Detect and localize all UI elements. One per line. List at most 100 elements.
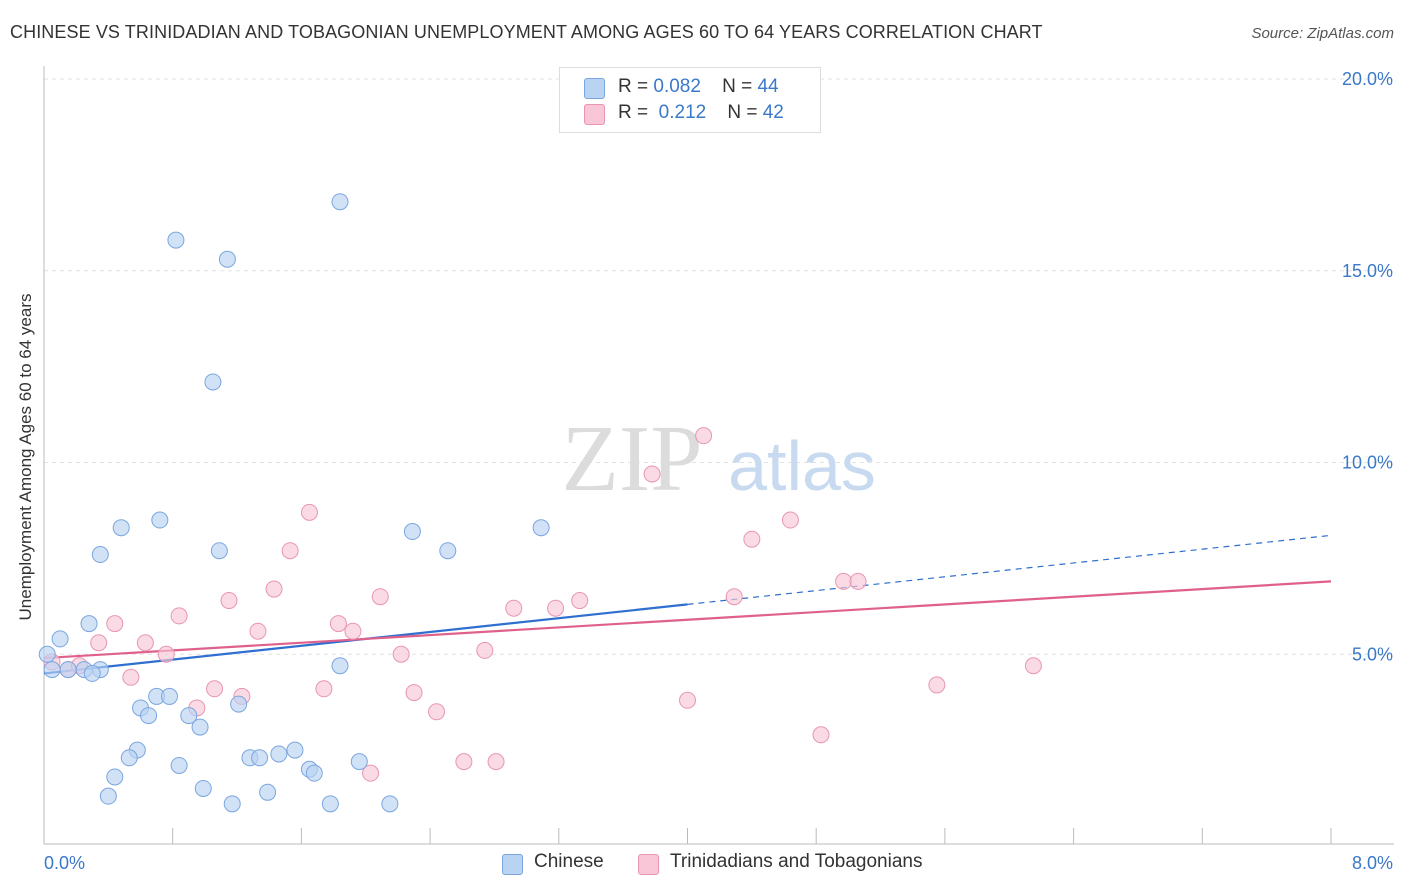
trinidadian-point [835, 572, 853, 590]
trinidadian-point [679, 691, 696, 709]
chinese-point [439, 542, 457, 560]
y-tick-label: 10.0% [1342, 453, 1393, 473]
chinese-point [230, 695, 248, 713]
chinese-point [251, 749, 269, 767]
chinese-point [180, 707, 198, 725]
chinese-point [140, 707, 158, 725]
trinidadian-point [106, 615, 124, 633]
chinese-point [160, 687, 178, 705]
trinidadian-point [505, 599, 523, 617]
chinese-point [331, 193, 349, 211]
chart-title: CHINESE VS TRINIDADIAN AND TOBAGONIAN UN… [10, 22, 1043, 42]
r-value: 0.082 [653, 76, 701, 97]
r-label: R = [618, 102, 649, 123]
trinidadian-swatch [584, 104, 605, 125]
trinidadian-point [547, 599, 565, 617]
watermark-atlas: atlas [728, 427, 876, 505]
chinese-point [59, 661, 77, 679]
chinese-point [270, 745, 288, 763]
chinese-point [43, 661, 61, 679]
trinidadian-point [362, 764, 380, 782]
trinidadian-point [122, 668, 140, 686]
trinidadian-point [329, 615, 347, 633]
trinidadian-point [344, 622, 362, 640]
y-axis-title: Unemployment Among Ages 60 to 64 years [16, 293, 35, 621]
trinidadian-point [571, 592, 589, 610]
chinese-point [218, 250, 236, 268]
trinidadian-trend-line [43, 580, 1332, 660]
trinidadian-point [90, 634, 108, 652]
stats-text-trinidadian: R = 0.212 N = 42 [618, 102, 784, 124]
r-value: 0.212 [658, 102, 707, 123]
trinidadian-point [643, 465, 661, 483]
chinese-point [120, 749, 138, 767]
r-label: R = [618, 76, 649, 97]
chinese-legend-swatch [502, 854, 523, 875]
chinese-point [170, 756, 188, 774]
trinidadian-point [487, 753, 505, 771]
chinese-point [38, 645, 56, 663]
chinese-point [167, 231, 185, 249]
trinidadian-legend-label: Trinidadians and Tobagonians [670, 851, 923, 872]
trinidadian-point [315, 680, 333, 698]
chinese-legend-label: Chinese [534, 851, 604, 872]
n-value: 42 [762, 102, 784, 123]
chinese-point [83, 664, 101, 682]
watermark-zip: ZIP [562, 407, 703, 511]
chinese-point [51, 630, 69, 648]
chinese-trend-extension [687, 534, 1332, 605]
chinese-point [204, 373, 222, 391]
chinese-point [259, 783, 277, 801]
chinese-point [191, 718, 209, 736]
n-label: N = [722, 76, 753, 97]
chinese-point [210, 542, 228, 560]
chinese-point [321, 795, 339, 813]
stats-text-chinese: R = 0.082 N = 44 [618, 76, 779, 98]
chinese-point [112, 519, 130, 537]
chinese-point [194, 779, 212, 797]
chinese-point [106, 768, 124, 786]
chinese-point [403, 523, 421, 541]
chinese-point [286, 741, 304, 759]
chinese-point [331, 657, 349, 675]
trinidadian-point [392, 645, 410, 663]
trinidadian-point [170, 607, 188, 625]
axes [43, 66, 1394, 845]
trinidadian-point [476, 641, 494, 659]
trinidadian-point [206, 680, 224, 698]
chinese-point [80, 615, 98, 633]
data-points [38, 193, 1042, 813]
trinidadian-point [849, 572, 867, 590]
y-tick-label: 5.0% [1352, 644, 1393, 664]
chinese-point [223, 795, 241, 813]
trinidadian-point [928, 676, 946, 694]
y-tick-label: 15.0% [1342, 261, 1393, 281]
tick-labels: 5.0% 10.0% 15.0% 20.0% 0.0% 8.0% [44, 69, 1393, 873]
trinidadian-point [743, 530, 761, 548]
series-legend: Chinese Trinidadians and Tobagonians [502, 851, 942, 877]
chinese-point [91, 546, 109, 564]
trinidadian-point [220, 592, 238, 610]
y-axis-title-wrap: Unemployment Among Ages 60 to 64 years [0, 0, 35, 621]
trinidadian-point [136, 634, 154, 652]
source-credit: Source: ZipAtlas.com [1251, 25, 1394, 42]
trinidadian-point [300, 503, 318, 521]
trinidadian-point [157, 645, 175, 663]
chinese-point [532, 519, 550, 537]
trinidadian-point [405, 684, 423, 702]
y-tick-label: 20.0% [1342, 69, 1393, 89]
n-label: N = [727, 102, 758, 123]
chinese-point [350, 753, 368, 771]
trinidadian-point [371, 588, 389, 606]
trinidadian-point [781, 511, 799, 529]
trinidadian-point [812, 726, 830, 744]
trinidadian-point [695, 427, 713, 445]
chinese-swatch [584, 78, 605, 99]
grid-lines [44, 78, 1391, 655]
x-tick-label: 8.0% [1352, 853, 1393, 873]
trinidadian-point [455, 753, 473, 771]
trinidadian-point [265, 580, 283, 598]
chinese-point [99, 787, 117, 805]
chinese-point [305, 764, 323, 782]
